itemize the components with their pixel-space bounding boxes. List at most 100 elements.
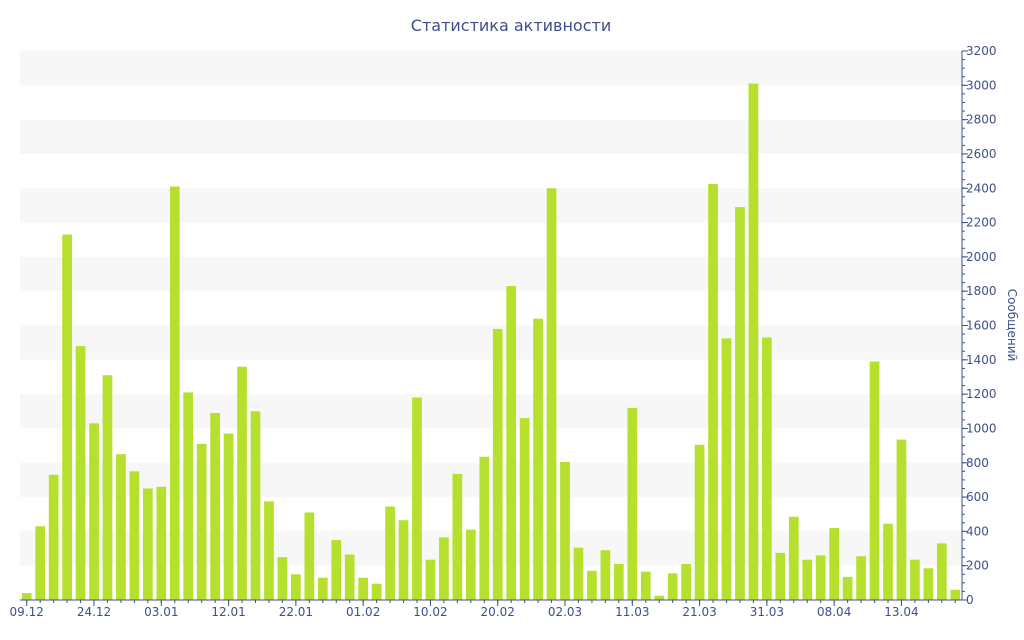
chart-title: Статистика активности [411, 16, 611, 35]
bar [492, 328, 503, 600]
bar [129, 471, 140, 600]
y-tick-label: 1400 [966, 353, 997, 367]
y-tick-label: 2000 [966, 250, 997, 264]
y-tick-label: 800 [966, 456, 989, 470]
bar [116, 454, 126, 600]
bar [883, 523, 893, 600]
bar [398, 520, 409, 600]
bars-group [21, 83, 961, 601]
x-tick-label: 08.04 [817, 605, 851, 619]
grid-band [20, 119, 962, 154]
bar [506, 286, 517, 600]
bar [856, 556, 866, 600]
bar [425, 559, 436, 600]
bar [950, 589, 961, 600]
x-tick-label: 03.01 [144, 605, 178, 619]
bar [21, 593, 32, 600]
bar [762, 337, 772, 600]
bar [196, 443, 207, 600]
bar [385, 506, 395, 600]
bar [573, 547, 584, 600]
bar [735, 207, 745, 600]
bar [412, 397, 422, 600]
bar [371, 583, 382, 600]
bar [439, 537, 449, 600]
y-axis: 0 200 400 600 800 1000 1200 1400 1600 1800 2000 220… [961, 44, 997, 607]
x-tick-label: 21.03 [682, 605, 716, 619]
bar [183, 392, 194, 600]
bar [708, 183, 718, 600]
y-tick-label: 0 [966, 593, 974, 607]
y-tick-label: 600 [966, 490, 989, 504]
y-tick-label: 2200 [966, 216, 997, 230]
bar [277, 557, 288, 600]
y-tick-label: 1600 [966, 319, 997, 333]
bar [169, 186, 180, 601]
bar [748, 83, 759, 601]
bar [89, 423, 99, 600]
x-tick-label: 31.03 [750, 605, 784, 619]
bar [546, 188, 557, 600]
bar [667, 573, 678, 600]
x-tick-label: 11.03 [615, 605, 649, 619]
bar [250, 411, 261, 600]
bar [465, 529, 476, 600]
bar [358, 577, 369, 600]
bar [102, 375, 113, 600]
bar [802, 559, 813, 600]
bar [788, 516, 799, 600]
x-axis: 09.12 24.12 03.01 12.01 22.01 01.02 10.02 20.02… [10, 599, 962, 619]
bar [600, 550, 611, 600]
bar [829, 527, 840, 600]
bar [452, 473, 463, 600]
bar [869, 361, 880, 600]
bar [587, 570, 597, 600]
bar [923, 568, 934, 600]
bar [613, 563, 624, 600]
grid-band [20, 256, 962, 292]
bar [681, 563, 691, 600]
bar [694, 444, 705, 600]
y-tick-label: 2400 [966, 181, 997, 195]
y-tick-label: 3200 [966, 44, 997, 58]
grid-band [20, 51, 962, 86]
bar [62, 234, 72, 600]
y-tick-label: 3000 [966, 78, 997, 92]
bar [627, 407, 638, 600]
bar [142, 488, 153, 600]
y-tick-label: 400 [966, 524, 989, 538]
x-tick-label: 01.02 [346, 605, 380, 619]
bar [237, 366, 247, 600]
y-tick-label: 1000 [966, 421, 997, 435]
bar [156, 486, 167, 600]
bar [35, 526, 46, 600]
bar [331, 539, 342, 600]
y-tick-label: 2800 [966, 113, 997, 127]
x-tick-label: 20.02 [481, 605, 515, 619]
x-tick-label: 10.02 [413, 605, 447, 619]
x-tick-label: 13.04 [884, 605, 918, 619]
bar [264, 501, 274, 600]
bar [936, 543, 947, 600]
grid-band [20, 394, 962, 429]
bar [291, 574, 301, 600]
x-tick-label: 22.01 [279, 605, 313, 619]
x-tick-label: 02.03 [548, 605, 582, 619]
bar [560, 461, 570, 600]
bar [479, 456, 490, 600]
bar [910, 559, 920, 600]
x-tick-label: 24.12 [77, 605, 111, 619]
bar [519, 418, 530, 600]
bar [304, 512, 315, 600]
bar [721, 338, 732, 600]
grid-band [20, 188, 962, 223]
x-tick-label: 09.12 [10, 605, 44, 619]
bar [317, 577, 328, 600]
bar [775, 552, 786, 600]
x-tick-label: 12.01 [211, 605, 245, 619]
bar [842, 576, 853, 600]
y-tick-label: 2600 [966, 147, 997, 161]
bar [210, 412, 220, 600]
bar [75, 346, 86, 600]
